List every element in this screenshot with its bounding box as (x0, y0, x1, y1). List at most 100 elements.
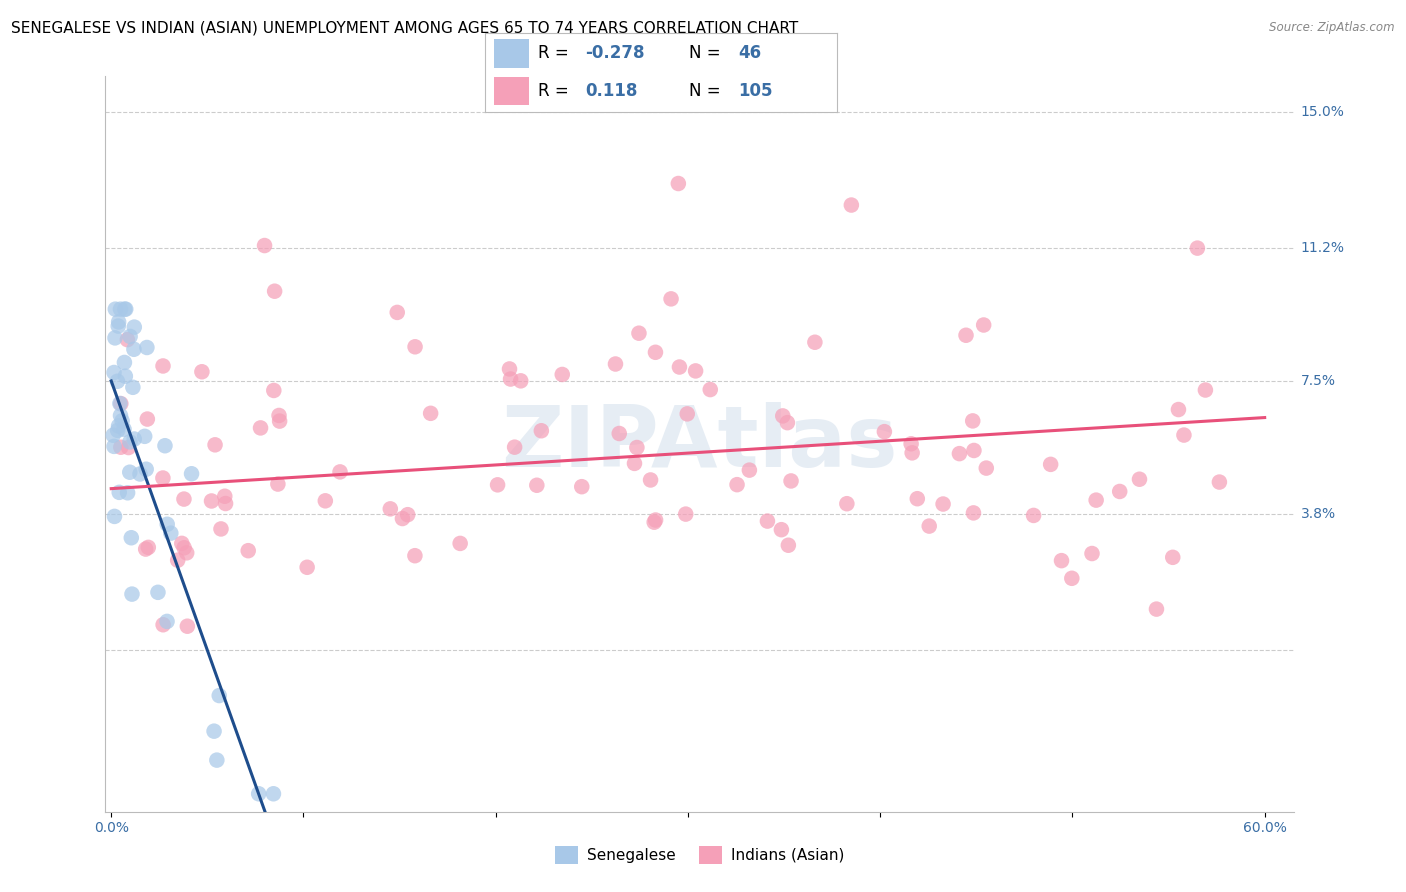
Point (108, 485, 131, 500)
Legend: Senegalese, Indians (Asian): Senegalese, Indians (Asian) (548, 839, 851, 871)
Point (112, 355, 135, 369)
Point (208, 689, 231, 703)
Point (404, 549, 426, 563)
Point (551, 368, 574, 382)
Point (136, 412, 159, 426)
Point (449, 536, 471, 550)
Text: -0.278: -0.278 (585, 44, 645, 62)
Point (121, 380, 143, 394)
Point (152, 617, 174, 632)
Point (110, 409, 132, 423)
Point (498, 362, 520, 376)
Point (153, 439, 176, 453)
Point (626, 441, 648, 455)
Point (267, 477, 290, 491)
Point (118, 434, 141, 449)
Point (176, 546, 198, 560)
Point (159, 526, 181, 541)
Point (776, 416, 799, 430)
Point (900, 437, 922, 451)
Point (391, 511, 413, 525)
Point (166, 553, 188, 567)
Point (120, 531, 142, 545)
Point (676, 407, 699, 421)
Point (905, 491, 928, 506)
Point (756, 514, 779, 528)
Point (668, 359, 690, 374)
Text: 11.2%: 11.2% (1301, 241, 1344, 255)
Point (962, 414, 984, 428)
Point (873, 425, 896, 439)
Point (122, 432, 145, 446)
Point (1161, 550, 1184, 565)
Point (118, 465, 141, 479)
Text: R =: R = (537, 82, 568, 100)
Point (387, 305, 409, 319)
Point (699, 383, 721, 397)
Point (643, 515, 665, 529)
Text: 15.0%: 15.0% (1301, 104, 1344, 119)
Point (623, 456, 645, 470)
Point (104, 331, 127, 345)
Point (238, 543, 260, 558)
Point (110, 440, 132, 454)
Point (205, 753, 228, 767)
Point (156, 517, 179, 532)
Point (209, 522, 232, 536)
Point (110, 302, 132, 317)
Point (1050, 554, 1073, 568)
Point (314, 493, 336, 508)
Text: 46: 46 (738, 44, 761, 62)
Point (107, 374, 129, 388)
Point (1194, 383, 1216, 397)
Point (214, 489, 236, 503)
Text: Source: ZipAtlas.com: Source: ZipAtlas.com (1270, 21, 1395, 34)
Point (101, 428, 124, 442)
Point (1187, 241, 1209, 255)
Point (103, 509, 125, 524)
Point (120, 329, 142, 343)
Text: N =: N = (689, 82, 720, 100)
Bar (494, 39, 529, 68)
Point (948, 447, 970, 461)
Point (107, 419, 129, 434)
Point (107, 315, 129, 329)
Point (955, 328, 977, 343)
Point (1039, 458, 1062, 472)
Point (200, 494, 222, 508)
Point (104, 302, 127, 317)
Text: N =: N = (689, 44, 720, 62)
Point (180, 467, 202, 481)
Point (396, 508, 419, 522)
Text: SENEGALESE VS INDIAN (ASIAN) UNEMPLOYMENT AMONG AGES 65 TO 74 YEARS CORRELATION : SENEGALESE VS INDIAN (ASIAN) UNEMPLOYMEN… (11, 21, 799, 36)
Point (202, 724, 225, 739)
Point (173, 492, 195, 507)
Point (419, 406, 441, 420)
Point (114, 369, 136, 384)
Point (114, 302, 136, 317)
Point (973, 318, 995, 332)
Point (117, 485, 139, 500)
Point (1146, 602, 1168, 616)
Point (136, 541, 159, 555)
Point (103, 439, 125, 453)
Point (770, 523, 793, 537)
Text: ZIPAtlas: ZIPAtlas (501, 402, 898, 485)
Point (117, 333, 139, 347)
Point (659, 292, 682, 306)
Point (146, 585, 169, 599)
Point (571, 480, 593, 494)
Point (499, 372, 522, 386)
Point (114, 302, 136, 317)
Point (124, 320, 146, 334)
Point (103, 366, 125, 380)
Point (134, 429, 156, 443)
Point (117, 441, 139, 455)
Point (804, 335, 827, 350)
Point (329, 465, 352, 479)
Point (262, 787, 284, 801)
Point (173, 541, 195, 555)
Point (607, 426, 630, 441)
Point (1167, 402, 1189, 417)
Point (962, 506, 984, 520)
